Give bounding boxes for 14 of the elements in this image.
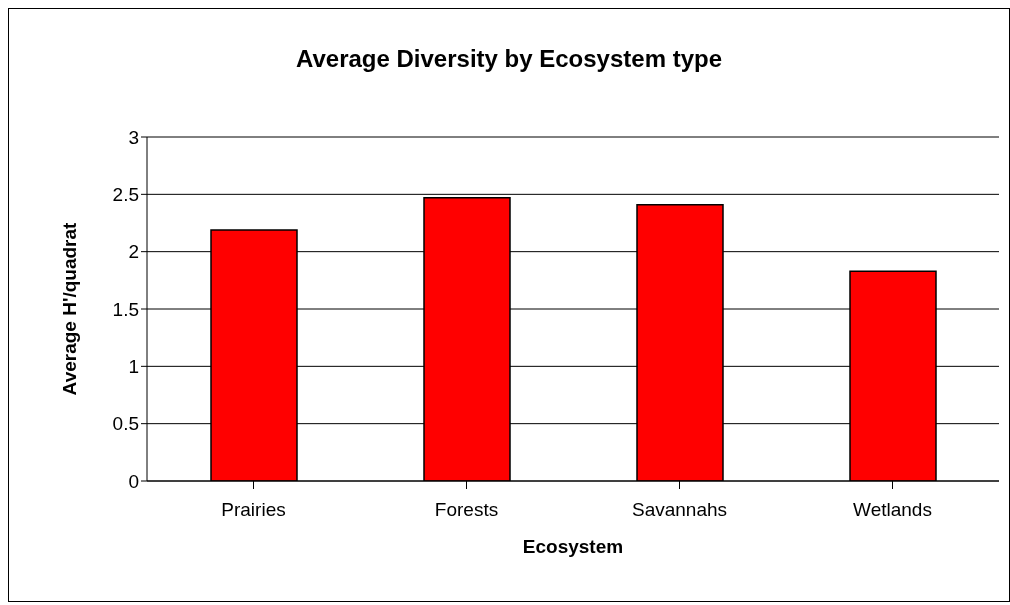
y-tick-label: 1 <box>128 356 139 378</box>
x-tick-label: Prairies <box>221 499 286 521</box>
x-tick-label: Wetlands <box>853 499 932 521</box>
y-tick-label: 3 <box>128 126 139 148</box>
chart-title: Average Diversity by Ecosystem type <box>295 45 723 73</box>
y-axis-title: Average H'/quadrat <box>58 221 80 396</box>
x-tick-label: Forests <box>434 499 499 521</box>
y-tick-label: 1.5 <box>112 298 139 320</box>
y-tick-label: 2.5 <box>112 184 139 206</box>
y-tick-label: 0.5 <box>112 413 139 435</box>
x-axis-title: Ecosystem <box>522 536 624 557</box>
y-tick-label: 2 <box>128 241 139 263</box>
x-tick-label: Savannahs <box>631 499 728 521</box>
y-tick-label: 0 <box>128 470 139 492</box>
